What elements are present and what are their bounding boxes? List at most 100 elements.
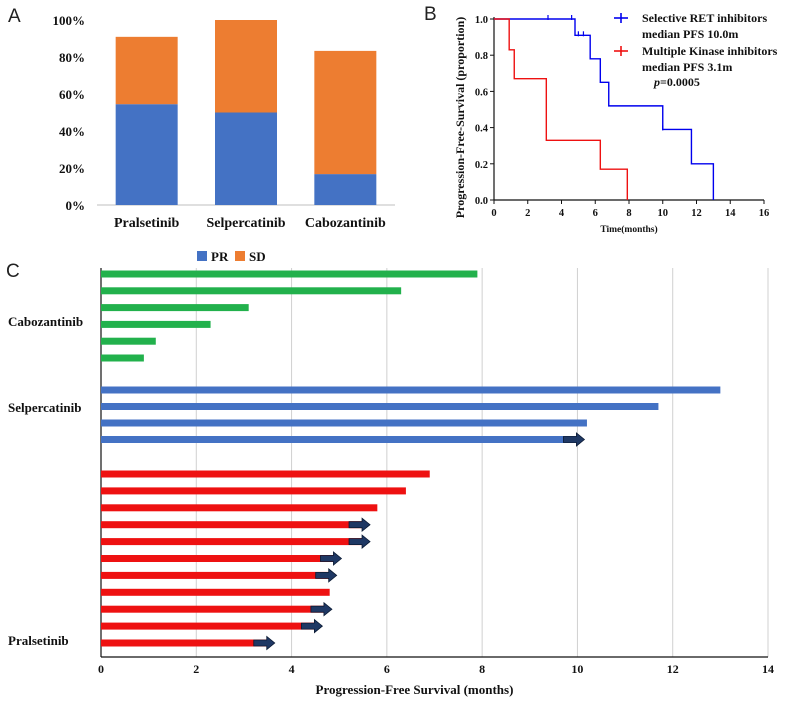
- b-ytick-label: 0.8: [475, 51, 488, 62]
- a-ytick-label: 20%: [59, 161, 85, 176]
- b-xtick-label: 14: [725, 208, 736, 219]
- c-bar-pralsetinib: [101, 470, 430, 478]
- c-xtick-label: 8: [479, 662, 485, 676]
- c-xtick-label: 10: [571, 662, 583, 676]
- c-x-axis-title: Progression-Free Survival (months): [316, 682, 514, 697]
- c-bar-cabozantinib: [101, 337, 156, 345]
- c-bar-pralsetinib: [101, 555, 335, 562]
- c-group-label-pralsetinib: Pralsetinib: [8, 633, 69, 648]
- b-y-axis-title: Progression-Free-Survival (proportion): [453, 17, 467, 218]
- panel-label-b: B: [424, 4, 437, 25]
- b-x-axis-title: Time(months): [600, 224, 657, 235]
- a-category-label-pralsetinib: Pralsetinib: [114, 216, 180, 231]
- c-ongoing-arrow-pralsetinib: [315, 568, 338, 583]
- panel-label-a: A: [8, 6, 21, 27]
- c-bar-pralsetinib: [101, 504, 378, 512]
- a-ytick-label: 0%: [66, 198, 86, 213]
- b-xtick-label: 10: [658, 208, 669, 219]
- chart-c-grid: [100, 268, 769, 658]
- b-curve-multiple-kinase-inhibitors: [494, 18, 629, 200]
- chart-a-stacked-bar: 0% 20% 40% 60% 80% 100% Pralsetinib Selpercatin…: [53, 13, 395, 231]
- legend-selective-label: Selective RET inhibitors: [642, 11, 767, 25]
- chart-c-bars: [101, 270, 721, 651]
- c-group-label-cabozantinib: Cabozantinib: [8, 314, 83, 329]
- a-ytick-label: 40%: [59, 124, 85, 139]
- a-category-label-cabozantinib: Cabozantinib: [305, 216, 386, 231]
- a-category-label-selpercatinib: Selpercatinib: [206, 216, 285, 231]
- c-bar-selpercatinib: [101, 386, 721, 394]
- b-xtick-label: 16: [759, 208, 770, 219]
- a-bar-pr-selpercatinib: [215, 112, 277, 205]
- c-xtick-label: 12: [667, 662, 679, 676]
- a-bar-pr-pralsetinib: [115, 104, 178, 205]
- b-curve-selective-ret-inhibitors: [494, 18, 715, 200]
- c-bar-cabozantinib: [101, 320, 211, 328]
- chart-b-km-plot: 0.0 0.2 0.4 0.6 0.8 1.0 0 2 4 6 8 10 12 14 16 Time(mont…: [453, 11, 778, 235]
- b-ytick-label: 0.2: [475, 160, 488, 171]
- b-xtick-label: 6: [593, 208, 598, 219]
- c-bar-cabozantinib: [101, 354, 144, 362]
- legend-selective-median: median PFS 10.0m: [642, 27, 738, 41]
- p-value-annotation: p=0.0005: [653, 75, 700, 89]
- legend-sd-label: SD: [249, 249, 266, 264]
- chart-a-labels: 0% 20% 40% 60% 80% 100% Pralsetinib Selpercatin…: [53, 13, 386, 231]
- chart-c-labels: 0 2 4 6 8 10 12 14 Progression-Free Survival (mo…: [8, 314, 774, 697]
- chart-b-legend: Selective RET inhibitors median PFS 10.0…: [614, 11, 778, 89]
- chart-b-axes: 0.0 0.2 0.4 0.6 0.8 1.0 0 2 4 6 8 10 12 14 16 Time(mont…: [453, 15, 769, 235]
- legend-swatch-pr: [197, 251, 207, 261]
- b-ytick-label: 0.0: [475, 196, 488, 207]
- panel-label-c: C: [6, 261, 20, 282]
- chart-a-bars: [115, 20, 377, 205]
- legend-pr-label: PR: [211, 249, 229, 264]
- c-bar-pralsetinib: [101, 571, 330, 579]
- c-xtick-label: 2: [193, 662, 199, 676]
- c-bar-selpercatinib: [101, 419, 587, 427]
- b-ytick-label: 0.6: [475, 87, 488, 98]
- c-bar-selpercatinib: [101, 403, 659, 410]
- a-bar-sd-selpercatinib: [215, 20, 277, 113]
- c-ongoing-arrow-selpercatinib: [563, 432, 586, 447]
- a-ytick-label: 60%: [59, 87, 85, 102]
- a-bar-pr-cabozantinib: [314, 174, 377, 205]
- b-xtick-label: 12: [691, 208, 702, 219]
- b-xtick-label: 2: [525, 208, 530, 219]
- b-xtick-label: 8: [626, 208, 631, 219]
- c-ongoing-arrow-pralsetinib: [348, 534, 371, 549]
- c-group-label-selpercatinib: Selpercatinib: [8, 400, 81, 415]
- b-xtick-label: 4: [559, 208, 565, 219]
- c-bar-pralsetinib: [101, 487, 406, 495]
- chart-b-curves: [494, 15, 715, 200]
- c-bar-pralsetinib: [101, 605, 325, 613]
- c-bar-cabozantinib: [101, 270, 478, 278]
- a-ytick-label: 100%: [53, 13, 86, 28]
- a-bar-sd-pralsetinib: [115, 36, 178, 105]
- c-xtick-label: 14: [762, 662, 774, 676]
- c-bar-pralsetinib: [101, 622, 316, 630]
- c-ongoing-arrow-pralsetinib: [300, 618, 324, 634]
- legend-multiple-label: Multiple Kinase inhibitors: [642, 44, 778, 58]
- a-ytick-label: 80%: [59, 50, 85, 65]
- c-bar-pralsetinib: [101, 639, 268, 647]
- c-xtick-label: 4: [289, 662, 295, 676]
- c-ongoing-arrow-pralsetinib: [310, 601, 333, 617]
- c-ongoing-arrow-pralsetinib: [348, 517, 371, 533]
- legend-swatch-sd: [235, 251, 245, 261]
- c-bar-selpercatinib: [101, 436, 578, 443]
- chart-c-legend: PR SD: [197, 249, 266, 264]
- b-ytick-label: 1.0: [475, 15, 488, 26]
- c-bar-pralsetinib: [101, 588, 330, 596]
- b-xtick-label: 0: [491, 208, 496, 219]
- c-bar-pralsetinib: [101, 538, 364, 546]
- c-bar-pralsetinib: [101, 521, 364, 529]
- p-value-number: =0.0005: [660, 75, 700, 89]
- a-bar-sd-cabozantinib: [314, 50, 377, 175]
- c-ongoing-arrow-pralsetinib: [320, 551, 343, 566]
- b-ytick-label: 0.4: [475, 124, 489, 135]
- legend-multiple-median: median PFS 3.1m: [642, 60, 732, 74]
- p-value-symbol: p: [653, 75, 660, 89]
- c-xtick-label: 6: [384, 662, 390, 676]
- c-ongoing-arrow-pralsetinib: [253, 635, 276, 651]
- c-bar-cabozantinib: [101, 304, 249, 312]
- c-xtick-label: 0: [98, 662, 104, 676]
